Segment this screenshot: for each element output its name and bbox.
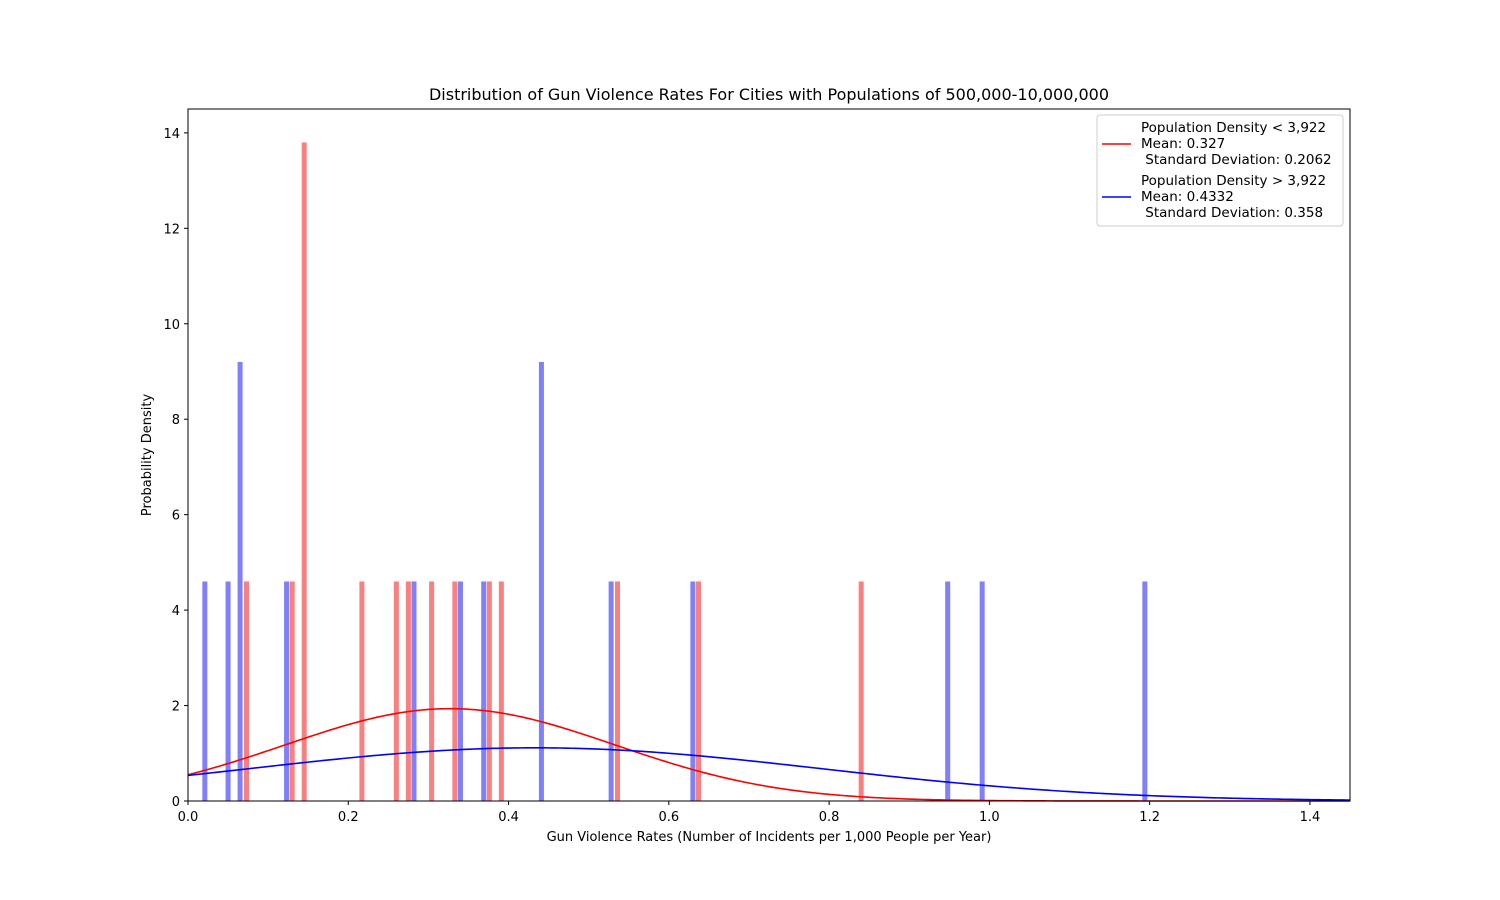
histogram-bar-series-1 [244, 581, 249, 801]
x-axis-label: Gun Violence Rates (Number of Incidents … [547, 830, 992, 845]
y-tick-label: 12 [163, 222, 180, 237]
y-tick-label: 4 [172, 604, 180, 619]
x-tick-label: 0.4 [498, 810, 519, 825]
density-curve-series-2 [187, 747, 1351, 801]
x-tick-label: 1.2 [1139, 810, 1160, 825]
legend-items: Population Density < 3,922 Mean: 0.327 St… [1102, 120, 1332, 221]
y-tick-label: 8 [172, 413, 180, 428]
y-tick-label: 6 [172, 509, 180, 524]
x-tick-label: 0.8 [819, 810, 840, 825]
histogram-bar-series-2 [284, 581, 290, 801]
histogram-bar-series-1 [695, 581, 701, 801]
histogram-bar-series-1 [301, 142, 307, 801]
chart-title: Distribution of Gun Violence Rates For C… [429, 85, 1109, 104]
y-axis: 0 2 4 6 8 10 12 14 [163, 127, 188, 810]
histogram-bar-series-1 [405, 581, 411, 801]
histogram-bar-series-2 [979, 581, 985, 801]
histogram-bar-series-1 [615, 581, 621, 801]
histogram-bar-series-1 [289, 581, 295, 801]
y-tick-label: 10 [163, 318, 180, 333]
histogram-bar-series-1 [429, 581, 435, 801]
x-tick-label: 0.0 [178, 810, 199, 825]
histogram-bar-series-2 [411, 581, 417, 801]
histogram-bars [202, 142, 1148, 801]
y-axis-label: Probability Density [140, 394, 155, 517]
y-tick-label: 14 [163, 127, 180, 142]
x-tick-label: 1.0 [979, 810, 1000, 825]
histogram-bar-series-2 [237, 361, 243, 801]
legend-label-series-2: Population Density > 3,922 Mean: 0.4332 S… [1141, 173, 1326, 221]
histogram-bar-series-2 [481, 581, 487, 801]
histogram-bar-series-1 [498, 581, 504, 801]
plot-area [187, 108, 1351, 802]
x-tick-label: 1.4 [1300, 810, 1321, 825]
histogram-bar-series-2 [945, 581, 951, 801]
legend-label-series-1: Population Density < 3,922 Mean: 0.327 St… [1141, 120, 1332, 168]
histogram-bar-series-1 [486, 581, 492, 801]
axes-frame [187, 108, 1351, 802]
histogram-bar-series-2 [1142, 581, 1148, 801]
histogram-bar-series-2 [225, 581, 231, 801]
histogram-bar-series-2 [457, 581, 463, 801]
legend-box [1096, 114, 1344, 227]
histogram-bar-series-2 [608, 581, 614, 801]
x-tick-label: 0.2 [338, 810, 359, 825]
legend: Population Density < 3,922 Mean: 0.327 St… [1096, 114, 1344, 227]
histogram-bar-series-2 [202, 581, 208, 801]
histogram-bar-series-1 [858, 581, 864, 801]
histogram-bar-series-2 [538, 361, 544, 801]
histogram-bar-series-2 [690, 581, 696, 801]
y-tick-label: 0 [172, 795, 180, 810]
histogram-bar-series-1 [359, 581, 365, 801]
y-tick-label: 2 [172, 700, 180, 715]
histogram-bar-series-1 [452, 581, 458, 801]
histogram-bar-series-1 [393, 581, 399, 801]
x-tick-label: 0.6 [658, 810, 679, 825]
x-axis: 0.0 0.2 0.4 0.6 0.8 1.0 1.2 1.4 [178, 801, 1321, 825]
